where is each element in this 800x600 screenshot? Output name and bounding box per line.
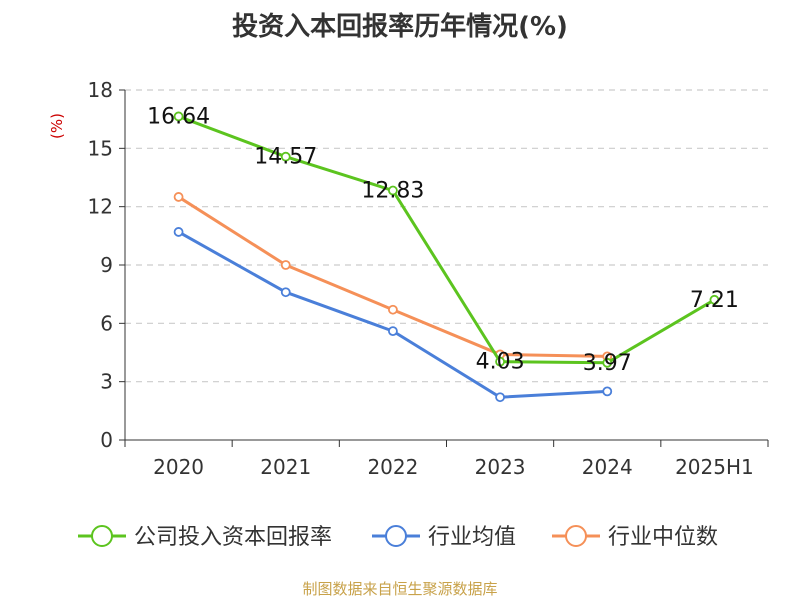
legend-label: 公司投入资本回报率 (134, 525, 332, 550)
y-tick-label: 12 (88, 195, 113, 219)
data-label: 12.83 (361, 179, 424, 204)
data-label: 4.03 (476, 350, 525, 375)
data-point (495, 356, 505, 367)
data-point (280, 287, 291, 298)
x-tick-label: 2021 (260, 455, 311, 479)
legend-marker-icon (385, 525, 407, 547)
data-point (280, 151, 291, 162)
chart-title: 投资入本回报率历年情况(%) (232, 12, 568, 42)
data-point (388, 326, 398, 337)
legend-item[interactable]: 公司投入资本回报率 (78, 525, 332, 550)
data-labels: 16.64 14.57 12.83 4.03 3.97 7.21 (147, 104, 739, 375)
y-tick-label: 0 (100, 428, 113, 452)
x-tick-label: 2022 (367, 455, 418, 479)
legend: 公司投入资本回报率 行业均值 行业中位数 (78, 525, 718, 550)
series-line (178, 115, 716, 365)
series (173, 111, 720, 403)
data-point (709, 294, 720, 305)
data-label: 16.64 (147, 104, 210, 129)
data-point (602, 386, 613, 397)
x-tick-label: 2024 (582, 455, 633, 479)
legend-label: 行业均值 (428, 525, 516, 550)
legend-marker-icon (91, 525, 113, 547)
y-axis-label: (%) (48, 113, 66, 139)
y-tick-label: 6 (100, 311, 113, 335)
data-point (388, 304, 398, 315)
data-point (388, 185, 398, 196)
data-point (173, 227, 184, 237)
x-tick-label: 2023 (475, 455, 526, 479)
data-point (495, 392, 505, 403)
data-label: 14.57 (254, 145, 317, 170)
y-tick-label: 18 (88, 78, 113, 102)
data-point (173, 111, 184, 122)
y-tick-label: 3 (100, 370, 113, 394)
data-point (280, 260, 291, 270)
legend-item[interactable]: 行业均值 (372, 525, 516, 550)
x-tick-label: 2020 (153, 455, 204, 479)
source-note: 制图数据来自恒生聚源数据库 (302, 580, 498, 598)
axes: 0 3 6 9 12 15 18 2020 2021 2022 2023 2024 2025H1 (88, 78, 769, 479)
grid-lines (125, 89, 768, 383)
legend-item[interactable]: 行业中位数 (552, 525, 718, 550)
x-tick-label: 2025H1 (675, 455, 754, 479)
y-tick-label: 15 (88, 136, 113, 160)
legend-label: 行业中位数 (608, 525, 718, 550)
y-tick-label: 9 (100, 253, 113, 277)
legend-marker-icon (565, 525, 587, 547)
data-point (173, 192, 184, 202)
data-point (602, 357, 613, 368)
data-label: 3.97 (583, 351, 632, 376)
data-label: 7.21 (690, 288, 739, 313)
